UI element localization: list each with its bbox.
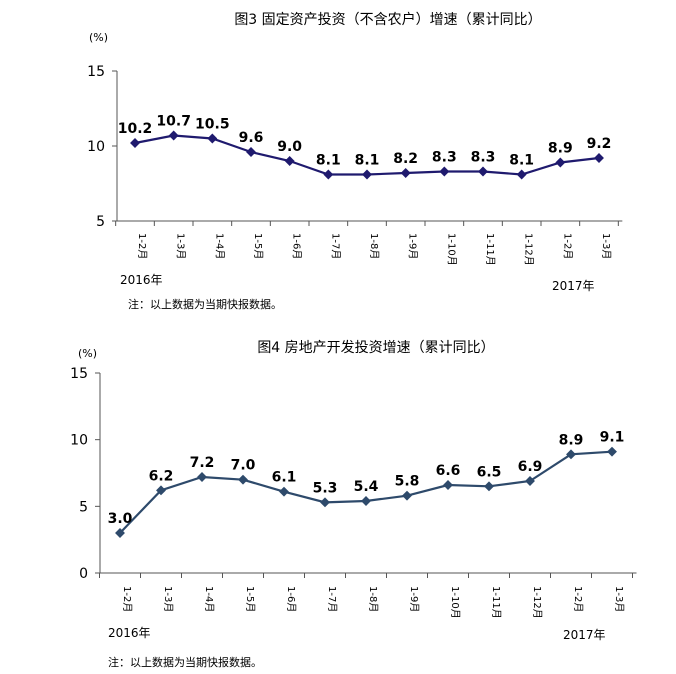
x-tick-label: 1-4月 (213, 233, 225, 259)
data-label: 3.0 (108, 511, 133, 527)
chart-title: 图3 固定资产投资（不含农户）增速（累计同比） (234, 11, 541, 28)
chart-title: 图4 房地产开发投资增速（累计同比） (257, 340, 494, 356)
chart-4: 图4 房地产开发投资增速（累计同比） (%) 15 10 5 0 1-2月 1-3月 1-4月 1… (70, 340, 637, 669)
data-label: 9.2 (587, 136, 612, 152)
data-label: 8.1 (355, 153, 380, 169)
data-point (168, 130, 179, 141)
x-tick-label: 1-8月 (368, 233, 380, 259)
year-label-2016: 2016年 (120, 273, 163, 287)
x-tick-label: 1-11月 (484, 233, 496, 266)
data-point (484, 481, 494, 492)
data-label: 8.3 (471, 150, 496, 166)
x-tick-label: 1-6月 (291, 233, 303, 259)
data-point (439, 166, 450, 177)
chart-3: 图3 固定资产投资（不含农户）增速（累计同比） (%) 15 10 5 1-2月 1-3月 1… (87, 11, 623, 311)
x-tick-label: 1-7月 (329, 233, 341, 259)
data-point (284, 156, 295, 166)
y-tick-label: 0 (79, 566, 88, 582)
x-tick-label: 1-2月 (121, 586, 133, 612)
data-point (525, 476, 535, 486)
x-tick-label: 1-2月 (572, 586, 584, 612)
data-point (361, 496, 371, 506)
data-point (566, 449, 576, 460)
data-point (207, 133, 218, 144)
x-tick-label: 1-10月 (445, 233, 457, 266)
data-point (320, 497, 330, 508)
data-point (443, 480, 453, 490)
data-label: 6.5 (477, 464, 502, 480)
x-tick-label: 1-11月 (490, 586, 502, 619)
data-point (478, 166, 488, 177)
year-label-2017: 2017年 (552, 279, 595, 293)
x-tick-label: 1-2月 (136, 233, 148, 259)
x-tick-label: 1-9月 (408, 586, 420, 612)
x-tick-label: 1-3月 (613, 586, 625, 612)
x-tick-label: 1-5月 (244, 586, 256, 612)
y-tick-label: 15 (87, 64, 105, 80)
data-point (115, 528, 125, 538)
data-label: 9.1 (600, 430, 625, 446)
x-tick-label: 1-12月 (531, 586, 543, 619)
data-label: 8.2 (393, 151, 418, 167)
data-label: 6.2 (149, 468, 174, 484)
y-tick-label: 10 (87, 139, 105, 155)
y-unit-label: (%) (89, 31, 108, 44)
data-point (238, 474, 248, 485)
x-tick-label: 1-7月 (326, 586, 338, 612)
data-label: 5.4 (354, 479, 379, 495)
x-tick-label: 1-4月 (203, 586, 215, 612)
data-label: 10.7 (156, 114, 191, 130)
footnote: 注：以上数据为当期快报数据。 (128, 297, 282, 311)
data-point (362, 169, 372, 180)
x-tick-label: 1-2月 (561, 233, 573, 259)
data-label: 9.0 (277, 139, 302, 155)
data-point (516, 169, 527, 180)
y-tick-label: 15 (70, 366, 88, 382)
data-label: 7.0 (231, 458, 256, 474)
y-tick-label: 10 (70, 433, 88, 449)
x-tick-label: 1-12月 (523, 233, 535, 266)
data-point (197, 472, 207, 482)
data-point (279, 486, 289, 497)
x-tick-label: 1-9月 (407, 233, 419, 259)
x-tick-label: 1-6月 (285, 586, 297, 612)
x-tick-label: 1-3月 (600, 233, 612, 259)
data-label: 8.9 (559, 432, 584, 448)
data-label: 10.5 (195, 117, 230, 133)
data-label: 7.2 (190, 455, 215, 471)
data-point (246, 147, 256, 157)
year-label-2017: 2017年 (563, 628, 606, 642)
x-tick-label: 1-5月 (252, 233, 264, 259)
y-tick-label: 5 (96, 214, 105, 230)
data-label: 8.9 (548, 141, 573, 157)
data-point (607, 446, 617, 457)
data-point (323, 169, 334, 180)
y-tick-label: 5 (79, 499, 88, 515)
x-tick-label: 1-8月 (367, 586, 379, 612)
data-label: 6.1 (272, 470, 297, 486)
year-label-2016: 2016年 (108, 626, 151, 640)
x-tick-label: 1-10月 (449, 586, 461, 619)
y-unit-label: (%) (78, 347, 97, 360)
data-label: 5.3 (313, 480, 338, 496)
data-label: 5.8 (395, 474, 420, 490)
data-label: 8.3 (432, 150, 457, 166)
data-point (594, 153, 604, 163)
x-tick-label: 1-3月 (175, 233, 187, 259)
data-label: 10.2 (118, 121, 153, 137)
data-point (156, 485, 166, 496)
data-label: 6.9 (518, 459, 543, 475)
data-point (130, 138, 140, 148)
data-label: 8.1 (509, 153, 534, 169)
data-label: 6.6 (436, 463, 461, 479)
data-label: 8.1 (316, 153, 341, 169)
data-point (400, 168, 411, 178)
data-label: 9.6 (239, 130, 264, 146)
data-point (555, 157, 566, 168)
x-tick-label: 1-3月 (162, 586, 174, 612)
footnote: 注：以上数据为当期快报数据。 (108, 655, 262, 669)
data-point (402, 490, 412, 501)
